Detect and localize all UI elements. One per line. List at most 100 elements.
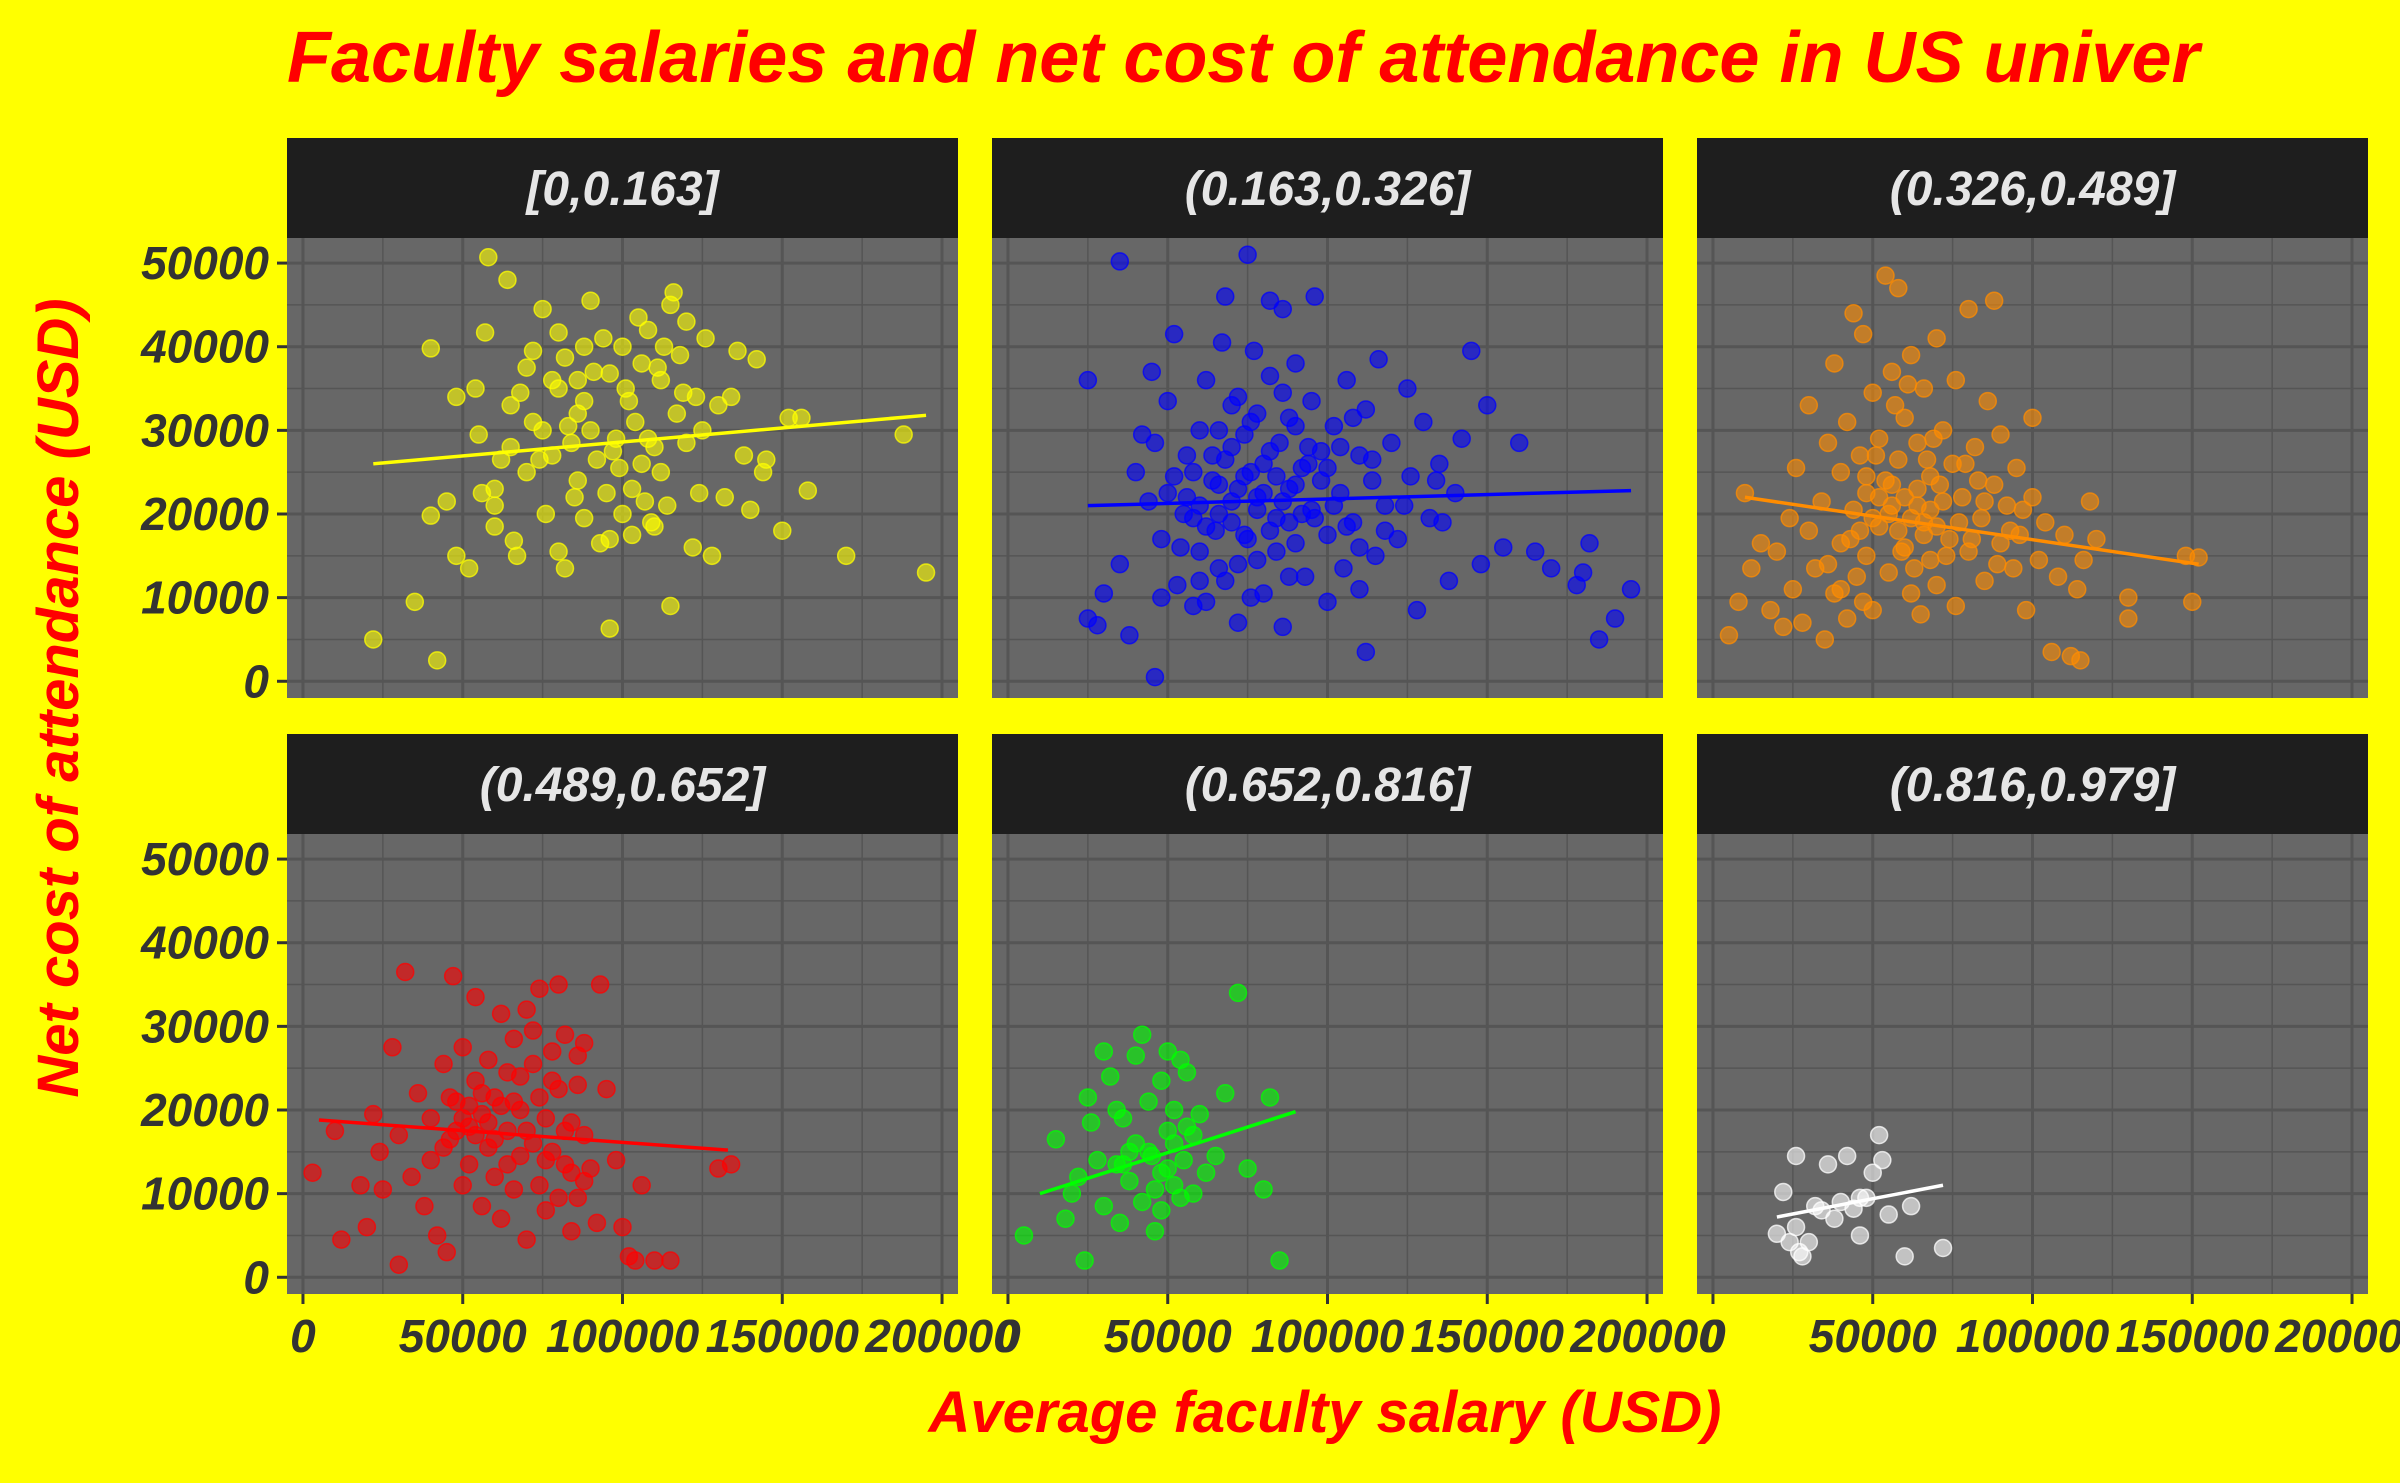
data-point (443, 966, 463, 986)
data-point (677, 433, 696, 453)
data-point (511, 1067, 530, 1086)
data-point (721, 1155, 741, 1174)
data-point (530, 979, 549, 998)
data-point (1120, 1171, 1139, 1191)
data-point (479, 1050, 498, 1070)
data-point (709, 396, 728, 415)
data-point (1930, 475, 1950, 494)
data-point (1869, 1125, 1889, 1145)
data-point (1260, 521, 1280, 540)
data-point (364, 1104, 383, 1124)
data-point (1171, 538, 1190, 557)
data-point (757, 450, 776, 469)
data-point (616, 379, 635, 398)
data-point (1968, 471, 1988, 490)
data-point (1927, 329, 1946, 348)
data-point (1876, 266, 1895, 285)
data-point (466, 1125, 485, 1145)
data-point (511, 383, 530, 402)
data-point (1952, 488, 1972, 507)
data-point (1892, 542, 1911, 561)
data-point (1305, 508, 1324, 528)
data-point (1401, 467, 1420, 486)
data-point (734, 446, 754, 465)
data-point (1152, 1201, 1171, 1220)
data-point (479, 247, 498, 267)
y-tick-label: 0 (243, 1251, 269, 1303)
data-point (437, 492, 457, 511)
data-point (1164, 467, 1184, 486)
data-point (1525, 542, 1545, 561)
data-point (447, 546, 466, 566)
panel-grid (1697, 238, 2368, 698)
data-point (1273, 383, 1293, 402)
data-point (459, 1096, 479, 1116)
data-point (590, 975, 610, 994)
data-point (1145, 667, 1165, 687)
data-point (1158, 1159, 1177, 1178)
data-point (1184, 508, 1203, 528)
data-point (2183, 592, 2202, 612)
data-point (1158, 391, 1177, 411)
data-point (2087, 529, 2106, 549)
data-point (1493, 538, 1513, 557)
x-tick-label: 0 (995, 1310, 1021, 1362)
data-point (1286, 354, 1305, 373)
data-point (472, 1084, 492, 1103)
data-point (1324, 416, 1344, 436)
data-point (1081, 1113, 1101, 1132)
data-point (1247, 500, 1267, 520)
x-tick-label: 200000 (2274, 1310, 2400, 1362)
data-point (1062, 1184, 1082, 1203)
data-point (773, 521, 792, 540)
data-point (613, 1217, 632, 1237)
data-point (642, 513, 661, 532)
data-point (1914, 525, 1934, 545)
data-point (1767, 1224, 1787, 1244)
data-point (1241, 588, 1261, 607)
data-point (1196, 370, 1216, 390)
data-point (1850, 446, 1870, 465)
data-point (2023, 488, 2042, 507)
data-point (1818, 1155, 1838, 1174)
data-point (1921, 550, 1940, 570)
facet-strip (287, 734, 958, 834)
data-point (1209, 559, 1229, 578)
data-point (1142, 362, 1162, 382)
data-point (702, 546, 722, 566)
data-point (661, 1251, 680, 1270)
data-point (1235, 425, 1254, 444)
data-point (574, 337, 594, 356)
data-point (584, 362, 603, 382)
data-point (507, 546, 527, 566)
data-point (1889, 521, 1908, 540)
data-point (1318, 592, 1337, 612)
trend-line (1039, 1110, 1297, 1196)
data-point (613, 504, 632, 524)
y-tick-label: 50000 (141, 833, 269, 885)
data-point (1879, 1205, 1898, 1224)
data-point (1509, 433, 1529, 453)
data-point (1088, 1150, 1107, 1170)
facet-panel: [0,0.163] 0 10000 20000 30000 40000 50000 (140, 138, 958, 707)
data-point (1075, 1251, 1094, 1270)
data-point (1988, 554, 2007, 574)
facet-strip (1697, 138, 2368, 238)
data-point (1254, 1180, 1273, 1199)
data-point (1774, 617, 1793, 637)
data-point (2007, 458, 2026, 478)
data-point (1914, 379, 1934, 398)
data-point (1177, 1063, 1197, 1082)
data-point (1885, 396, 1905, 415)
data-point (721, 387, 741, 407)
data-point (600, 619, 619, 638)
x-tick-label: 150000 (1411, 1310, 1565, 1362)
data-point (1247, 404, 1267, 423)
data-point (2042, 642, 2061, 662)
series-points (1078, 245, 1641, 687)
x-tick-label: 100000 (1251, 1310, 1405, 1362)
data-point (1471, 554, 1491, 574)
data-point (1267, 467, 1286, 486)
data-point (466, 987, 485, 1007)
data-point (1171, 1188, 1190, 1208)
